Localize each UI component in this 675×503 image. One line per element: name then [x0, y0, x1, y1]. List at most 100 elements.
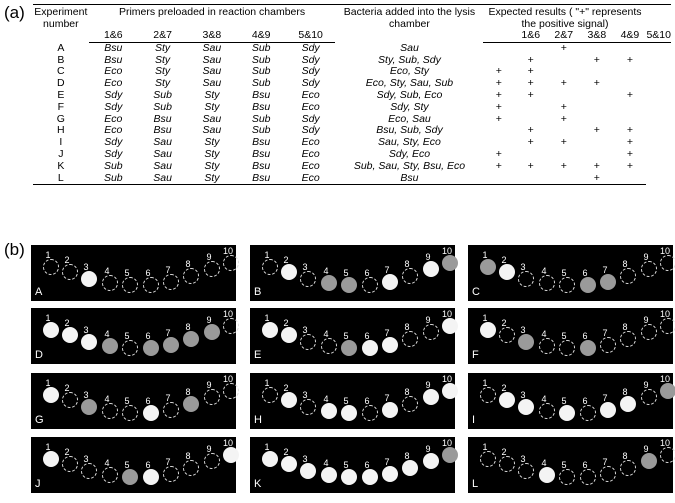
chamber-1-negative	[262, 387, 278, 403]
expected-result-cell: +	[495, 159, 502, 172]
expected-result-cell: +	[495, 77, 502, 90]
chamber-number-label: 1	[482, 313, 488, 323]
chamber-number-label: 7	[602, 393, 608, 403]
chamber-number-label: 1	[45, 313, 51, 323]
experiment-id: F	[57, 100, 65, 113]
chamber-number-label: 4	[541, 329, 547, 339]
chamber-number-label: 8	[404, 451, 410, 461]
chamber-number-label: 3	[302, 390, 308, 400]
table-row: H Eco Bsu Sau Sub Sdy Bsu, Sub, Sdy + + +	[33, 125, 671, 137]
chamber-number-label: 9	[425, 315, 431, 325]
primer-cell: Sdy	[301, 124, 320, 137]
primer-cell: Sdy	[104, 147, 123, 160]
chamber-number-label: 2	[283, 318, 289, 328]
chamber-number-label: 10	[441, 246, 453, 256]
chamber-8-negative	[402, 268, 418, 284]
primer-cell: Sub	[103, 159, 123, 172]
primer-cell: Sty	[155, 53, 171, 66]
primer-cell: Sau	[153, 136, 172, 149]
chamber-10-negative	[223, 383, 239, 399]
chamber-number-label: 4	[541, 266, 547, 276]
chamber-3-negative	[81, 463, 97, 479]
primer-cell: Eco	[285, 172, 336, 186]
expected-result-cell: +	[495, 112, 502, 125]
expected-result-cell: +	[593, 124, 600, 137]
chamber-4-negative	[539, 275, 555, 291]
chamber-10-negative	[223, 255, 239, 271]
expected-result-cell: +	[527, 77, 534, 90]
expected-result-cell: +	[626, 136, 633, 149]
primer-cell: Sau	[137, 172, 188, 186]
chamber-2-negative	[62, 392, 78, 408]
expected-result-cell	[514, 42, 547, 54]
chamber-number-label: 9	[206, 444, 212, 454]
chamber-number-label: 7	[165, 393, 171, 403]
table-row: J Sdy Sau Sty Bsu Eco Sdy, Eco + +	[33, 147, 671, 161]
chamber-4-negative	[321, 338, 337, 354]
primer-cell: Sdy	[301, 112, 320, 125]
bacteria-cell: Sub, Sau, Sty, Bsu, Eco	[353, 159, 466, 172]
chamber-number-label: 10	[222, 374, 234, 384]
chamber-3-negative	[518, 463, 534, 479]
primer-cell: Eco	[301, 147, 320, 160]
chamber-number-label: 9	[643, 444, 649, 454]
chamber-number-label: 3	[302, 262, 308, 272]
primer-chamber-header: 5&10	[285, 29, 336, 43]
panel-g: G 1 2 3 4 5 6 7 8 9 10	[31, 373, 239, 429]
primer-cell: Sty	[204, 100, 220, 113]
chamber-1-positive	[43, 387, 59, 403]
chamber-1-positive	[480, 322, 496, 338]
primer-cell: Sub	[251, 53, 271, 66]
chamber-7-negative	[163, 466, 179, 482]
panel-letter: L	[472, 478, 479, 490]
chamber-3-negative	[518, 271, 534, 287]
primer-cell: Sau	[202, 77, 222, 90]
panel-letter: H	[254, 414, 262, 426]
chamber-7-negative	[163, 402, 179, 418]
table-row: E Sdy Sub Sty Bsu Eco Sdy, Sub, Eco + + +	[33, 88, 671, 102]
primer-cell: Sdy	[104, 100, 123, 113]
chamber-6-negative	[580, 469, 596, 485]
expected-result-cell: +	[580, 172, 614, 186]
chamber-number-label: 9	[643, 380, 649, 390]
expected-result-cell	[483, 42, 514, 54]
header-experiment-number: Experiment number	[33, 4, 89, 43]
experiment-id: J	[58, 147, 64, 160]
result-chamber-header: 1&6	[514, 29, 548, 43]
experiment-id: E	[57, 88, 65, 101]
primer-cell: Eco	[104, 65, 123, 78]
chamber-number-label: 9	[425, 252, 431, 262]
primer-cell: Eco	[104, 77, 123, 90]
primer-cell: Eco	[301, 100, 320, 113]
chamber-4-negative	[102, 467, 118, 483]
chamber-number-label: 1	[264, 313, 270, 323]
chamber-3-positive	[81, 271, 97, 287]
expected-result-cell: +	[560, 136, 567, 149]
chamber-number-label: 10	[441, 309, 453, 319]
chamber-number-label: 3	[520, 262, 526, 272]
panel-letter: G	[35, 414, 44, 426]
expected-result-cell: +	[527, 124, 534, 137]
table-row: G Eco Bsu Sau Sub Sdy Eco, Sau + +	[33, 112, 671, 126]
chamber-number-label: 5	[124, 460, 130, 470]
bacteria-cell: Bsu, Sub, Sdy	[376, 124, 443, 137]
primer-cell: Bsu	[153, 124, 172, 137]
panel-d: D 1 2 3 4 5 6 7 8 9 10	[31, 308, 239, 364]
chamber-10-positive	[223, 447, 239, 463]
primer-chamber-header: 4&9	[236, 29, 286, 43]
expected-result-cell	[613, 172, 647, 186]
chamber-5-negative	[122, 277, 138, 293]
chamber-7-negative	[163, 274, 179, 290]
primer-cell: Eco	[104, 112, 123, 125]
chamber-2-negative	[499, 456, 515, 472]
chamber-number-label: 7	[384, 457, 390, 467]
chamber-number-label: 5	[343, 268, 349, 278]
chamber-number-label: 10	[659, 246, 671, 256]
panel-letter: K	[254, 478, 262, 490]
chamber-number-label: 2	[501, 383, 507, 393]
chamber-6-positive	[362, 469, 378, 485]
expected-result-cell	[547, 149, 580, 161]
chamber-6-positive	[362, 340, 378, 356]
bacteria-cell: Sdy, Eco	[388, 147, 431, 160]
primer-cell: Sdy	[301, 41, 320, 54]
